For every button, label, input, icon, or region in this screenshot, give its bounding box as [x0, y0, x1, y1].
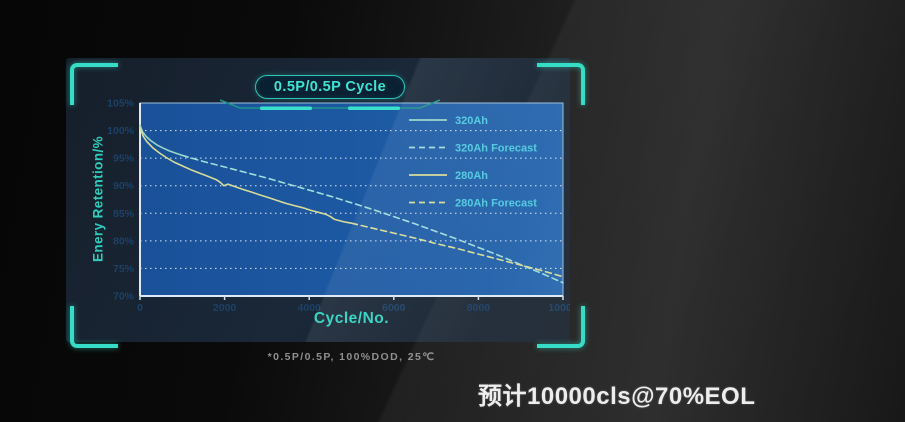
x-tick-label: 8000	[467, 302, 491, 314]
x-tick-label: 0	[137, 302, 143, 314]
legend-item: 280Ah Forecast	[409, 198, 537, 210]
corner-bracket-bottom-right	[537, 306, 585, 348]
y-tick-label: 85%	[113, 208, 135, 220]
series-320ah	[139, 124, 184, 157]
x-tick-label: 6000	[382, 302, 406, 314]
legend-label: 320Ah Forecast	[455, 143, 537, 155]
legend-item: 280Ah	[409, 170, 488, 182]
x-tick-label: 4000	[298, 302, 322, 314]
series-320ah-forecast	[181, 154, 564, 284]
line-chart: 105%100%95%90%85%80%75%70%0 2000 4000 6000 8…	[107, 98, 570, 315]
y-tick-label: 95%	[113, 153, 135, 165]
legend-item: 320Ah Forecast	[409, 143, 537, 155]
legend-label: 280Ah Forecast	[455, 198, 537, 210]
y-tick-label: 70%	[113, 291, 135, 303]
y-tick-label: 90%	[113, 180, 135, 192]
legend-label: 320Ah	[455, 115, 488, 127]
test-conditions-note: *0.5P/0.5P, 100%DOD, 25℃	[267, 351, 436, 363]
corner-bracket-top-right	[537, 63, 585, 105]
corner-bracket-top-left	[70, 63, 118, 105]
x-tick-label: 10000	[548, 302, 570, 314]
plot-area	[139, 102, 564, 297]
y-tick-label: 75%	[113, 263, 135, 275]
y-tick-label: 80%	[113, 235, 135, 247]
series-280ah-forecast	[350, 222, 564, 278]
title-underline-decoration	[219, 99, 441, 110]
legend-label: 280Ah	[455, 170, 488, 182]
legend-item: 320Ah	[409, 115, 488, 127]
x-tick-label: 2000	[213, 302, 237, 314]
chart-panel: 0.5P/0.5P Cycle Enery Retention/% 105% 10…	[66, 58, 570, 342]
chart-title: 0.5P/0.5P Cycle	[254, 75, 406, 99]
y-axis-title: Enery Retention/%	[90, 135, 106, 263]
corner-bracket-bottom-left	[70, 306, 118, 348]
x-axis-title: Cycle/No.	[313, 310, 390, 327]
chart-title-container: 0.5P/0.5P Cycle	[214, 75, 446, 112]
y-tick-label: 100%	[107, 125, 135, 137]
conclusion-text: 预计10000cls@70%EOL	[478, 383, 756, 410]
series-280ah	[139, 126, 353, 224]
